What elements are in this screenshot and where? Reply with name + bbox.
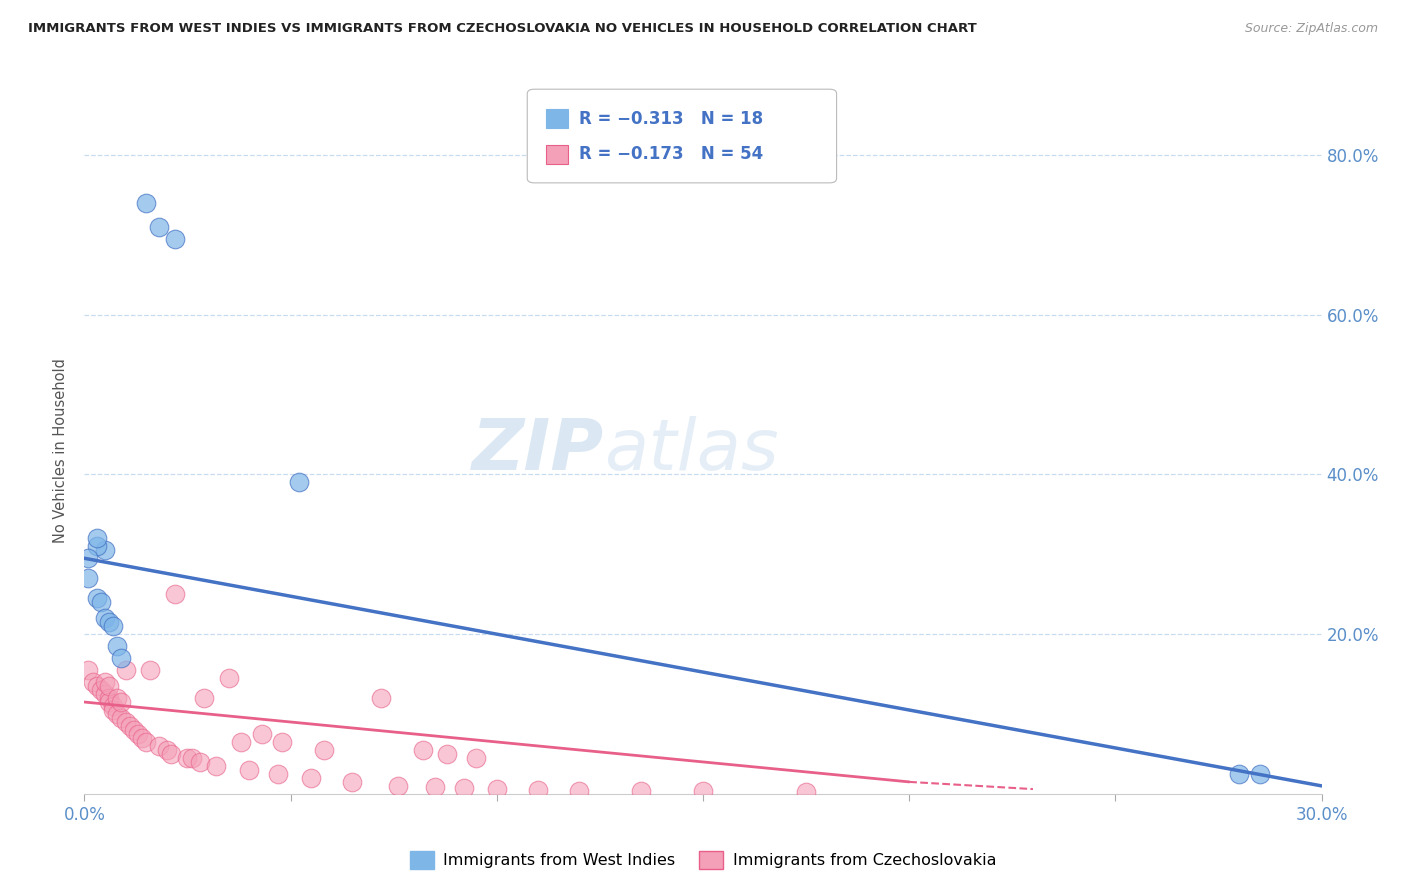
Point bbox=[465, 751, 488, 765]
Point bbox=[114, 714, 136, 729]
Point bbox=[98, 691, 121, 706]
Point bbox=[94, 687, 117, 701]
Point bbox=[90, 683, 112, 698]
Point bbox=[86, 679, 108, 693]
Point bbox=[122, 723, 145, 737]
Point bbox=[342, 775, 364, 789]
Point bbox=[193, 691, 215, 706]
Point bbox=[568, 783, 591, 797]
Point bbox=[105, 706, 128, 721]
Point bbox=[436, 747, 458, 761]
Text: ZIP: ZIP bbox=[472, 416, 605, 485]
Point bbox=[103, 703, 125, 717]
Point bbox=[370, 691, 392, 706]
Point bbox=[148, 219, 170, 234]
Point bbox=[148, 739, 170, 753]
Point bbox=[86, 531, 108, 545]
Point bbox=[165, 587, 187, 601]
Point bbox=[110, 651, 132, 665]
Point bbox=[794, 785, 817, 799]
Point bbox=[453, 781, 475, 796]
Point bbox=[205, 759, 228, 773]
Text: R = −0.313   N = 18: R = −0.313 N = 18 bbox=[579, 110, 763, 128]
Point bbox=[250, 727, 273, 741]
Point bbox=[218, 671, 240, 685]
Point bbox=[1249, 767, 1271, 781]
Point bbox=[238, 763, 260, 777]
Point bbox=[299, 771, 322, 785]
Point bbox=[98, 695, 121, 709]
Point bbox=[229, 735, 252, 749]
Point bbox=[82, 675, 104, 690]
Point bbox=[165, 232, 187, 246]
Point bbox=[98, 679, 121, 693]
Point bbox=[160, 747, 183, 761]
Point bbox=[139, 663, 162, 677]
Text: atlas: atlas bbox=[605, 416, 779, 485]
Point bbox=[135, 195, 157, 210]
Point bbox=[103, 699, 125, 714]
Point bbox=[77, 663, 100, 677]
Point bbox=[387, 779, 409, 793]
Point bbox=[1227, 767, 1250, 781]
Text: R = −0.173   N = 54: R = −0.173 N = 54 bbox=[579, 145, 763, 163]
Point bbox=[692, 784, 714, 798]
Legend: Immigrants from West Indies, Immigrants from Czechoslovakia: Immigrants from West Indies, Immigrants … bbox=[404, 845, 1002, 875]
Point bbox=[423, 780, 446, 795]
Y-axis label: No Vehicles in Household: No Vehicles in Household bbox=[52, 358, 67, 543]
Point bbox=[271, 735, 294, 749]
Point bbox=[188, 755, 211, 769]
Point bbox=[156, 743, 179, 757]
Point bbox=[114, 663, 136, 677]
Point bbox=[86, 539, 108, 553]
Point bbox=[90, 595, 112, 609]
Point bbox=[176, 751, 198, 765]
Point bbox=[105, 691, 128, 706]
Point bbox=[485, 782, 508, 797]
Point bbox=[94, 675, 117, 690]
Point bbox=[94, 543, 117, 558]
Point bbox=[630, 784, 652, 798]
Point bbox=[103, 619, 125, 633]
Point bbox=[180, 751, 202, 765]
Text: IMMIGRANTS FROM WEST INDIES VS IMMIGRANTS FROM CZECHOSLOVAKIA NO VEHICLES IN HOU: IMMIGRANTS FROM WEST INDIES VS IMMIGRANT… bbox=[28, 22, 977, 36]
Text: Source: ZipAtlas.com: Source: ZipAtlas.com bbox=[1244, 22, 1378, 36]
Point bbox=[412, 743, 434, 757]
Point bbox=[98, 615, 121, 630]
Point bbox=[135, 735, 157, 749]
Point bbox=[127, 727, 149, 741]
Point bbox=[105, 639, 128, 653]
Point bbox=[527, 783, 550, 797]
Point bbox=[94, 611, 117, 625]
Point bbox=[77, 571, 100, 585]
Point bbox=[267, 767, 290, 781]
Point bbox=[118, 719, 141, 733]
Point bbox=[131, 731, 153, 745]
Point bbox=[288, 475, 311, 490]
Point bbox=[86, 591, 108, 606]
Point bbox=[110, 711, 132, 725]
Point bbox=[110, 695, 132, 709]
Point bbox=[77, 551, 100, 566]
Point bbox=[312, 743, 335, 757]
